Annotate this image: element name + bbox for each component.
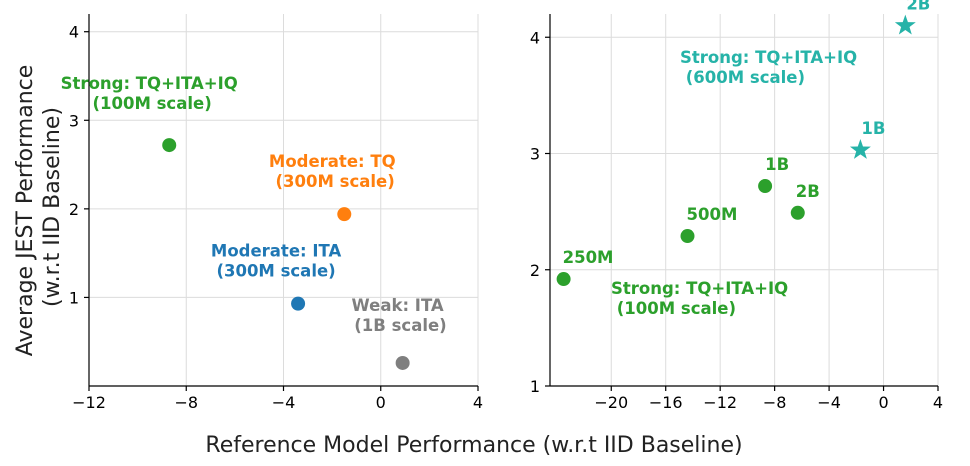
right-y-tick-label: 2	[530, 261, 540, 280]
left-y-tick-label: 2	[69, 200, 79, 219]
right-point-label: 500M	[687, 205, 738, 224]
right-y-tick-label: 1	[530, 377, 540, 396]
right-series-annotation-line: Strong: TQ+ITA+IQ	[680, 48, 857, 67]
right-point-label: 2B	[906, 0, 930, 14]
right-point-marker	[680, 229, 695, 244]
right-axes-spines	[549, 14, 938, 387]
right-series-annotation-line: (600M scale)	[680, 68, 805, 87]
right-scatter-panel: −20 −16 −12 −8 −4 0 4 1 2 3 4 250M 500M 1B 2B Strong: …	[530, 0, 943, 412]
left-point-annotation: Weak: ITA (1B scale)	[349, 296, 447, 335]
right-star-marker	[894, 14, 916, 35]
left-y-tick-label: 4	[69, 23, 79, 42]
right-x-tick-label: −12	[703, 393, 737, 412]
left-point-annotation-line: (1B scale)	[349, 316, 447, 335]
right-x-tick-label: −4	[817, 393, 841, 412]
right-series-annotation-line: (100M scale)	[611, 299, 736, 318]
right-x-tick-label: −16	[649, 393, 683, 412]
left-data-marks	[162, 138, 410, 370]
right-point-label: 2B	[796, 182, 820, 201]
left-point-annotation: Moderate: TQ (300M scale)	[269, 152, 396, 191]
left-point-labels: Strong: TQ+ITA+IQ (100M scale) Moderate: …	[61, 74, 447, 335]
left-point-marker	[337, 207, 352, 222]
left-x-tick-label: −8	[174, 393, 198, 412]
right-x-tick-label: −20	[594, 393, 628, 412]
left-point-annotation-line: Moderate: ITA	[211, 242, 342, 261]
right-point-label: 250M	[563, 248, 614, 267]
y-axis-title-line-1: Average JEST Performance	[13, 65, 38, 357]
left-point-annotation-line: (300M scale)	[216, 262, 335, 281]
y-axis-title-line-2: (w.r.t IID Baseline)	[40, 107, 65, 307]
right-series-annotation: Strong: TQ+ITA+IQ (100M scale)	[611, 279, 788, 318]
x-axis-title: Reference Model Performance (w.r.t IID B…	[205, 433, 742, 458]
left-x-tick-label: −4	[272, 393, 296, 412]
right-point-marker	[556, 272, 571, 287]
right-point-labels: 250M 500M 1B 2B Strong: TQ+ITA+IQ (100M scal…	[563, 0, 931, 318]
left-grid	[88, 14, 479, 386]
left-x-tick-label: 4	[473, 393, 483, 412]
left-point-annotation: Strong: TQ+ITA+IQ (100M scale)	[61, 74, 238, 113]
right-point-label: 1B	[765, 155, 789, 174]
left-x-tick-label: 0	[376, 393, 386, 412]
right-x-tick-label: −8	[763, 393, 787, 412]
left-point-marker	[291, 296, 306, 311]
right-axis-ticks: −20 −16 −12 −8 −4 0 4 1 2 3 4	[530, 28, 943, 412]
right-y-tick-label: 4	[530, 28, 540, 47]
left-point-annotation-line: Moderate: TQ	[269, 152, 396, 171]
left-point-annotation-line: Strong: TQ+ITA+IQ	[61, 74, 238, 93]
right-series-annotation-line: Strong: TQ+ITA+IQ	[611, 279, 788, 298]
left-y-tick-label: 1	[69, 288, 79, 307]
y-axis-title: Average JEST Performance (w.r.t IID Base…	[13, 58, 65, 357]
left-point-marker	[395, 355, 410, 370]
right-data-marks	[556, 14, 916, 287]
right-x-tick-label: 0	[878, 393, 888, 412]
left-point-annotation-line: Weak: ITA	[352, 296, 444, 315]
right-star-marker	[849, 139, 871, 159]
right-y-tick-label: 3	[530, 145, 540, 164]
left-y-tick-label: 3	[69, 111, 79, 130]
right-point-marker	[758, 179, 773, 194]
right-series-annotation: Strong: TQ+ITA+IQ (600M scale)	[680, 48, 857, 87]
left-point-marker	[162, 138, 177, 153]
left-x-tick-label: −12	[72, 393, 106, 412]
left-scatter-panel: −12 −8 −4 0 4 1 2 3 4 Strong: TQ+ITA+IQ (100M sc…	[61, 14, 483, 412]
right-point-label: 1B	[861, 119, 885, 138]
left-point-annotation: Moderate: ITA (300M scale)	[211, 242, 342, 281]
left-point-annotation-line: (300M scale)	[270, 172, 395, 191]
left-point-annotation-line: (100M scale)	[87, 94, 212, 113]
left-axis-ticks: −12 −8 −4 0 4 1 2 3 4	[69, 23, 483, 412]
right-x-tick-label: 4	[933, 393, 943, 412]
right-point-marker	[790, 205, 805, 220]
